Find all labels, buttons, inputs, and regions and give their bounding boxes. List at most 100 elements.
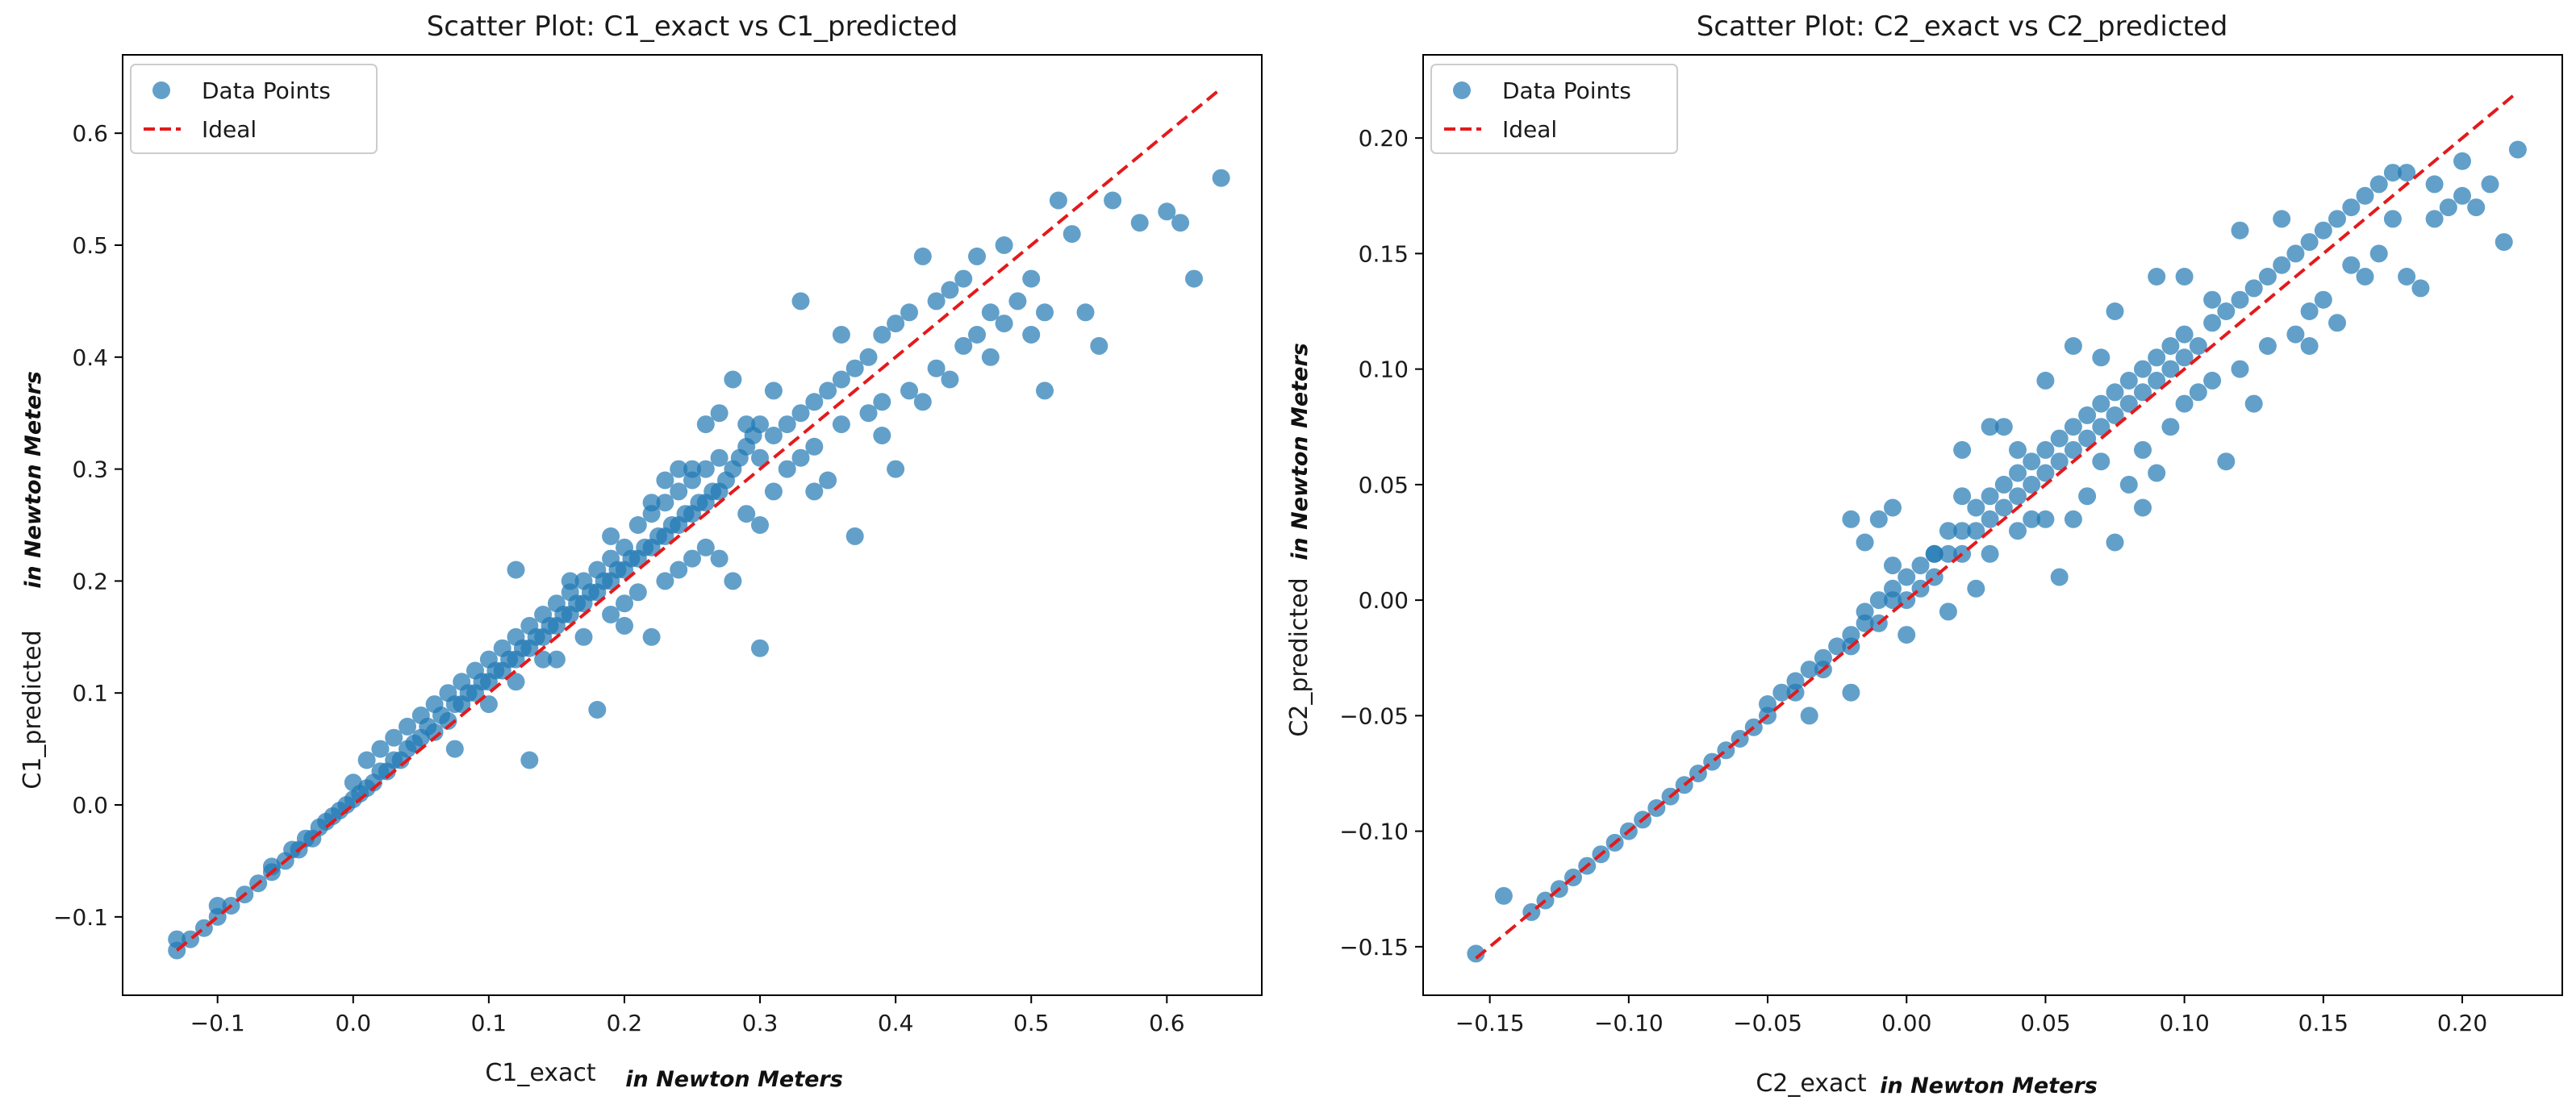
chart-c2-data-point <box>1994 498 2013 517</box>
chart-c2-data-point <box>2134 383 2152 402</box>
chart-c2-data-point <box>2036 440 2055 459</box>
chart-c1-data-point <box>873 326 891 344</box>
chart-c1-data-point <box>968 247 986 265</box>
chart-c1-data-point <box>859 404 878 423</box>
chart-c1-data-point <box>262 857 281 876</box>
chart-c2-data-point <box>2092 348 2110 367</box>
chart-c1-data-point <box>479 695 498 714</box>
chart-c2-data-point <box>2369 175 2388 194</box>
chart-c2-data-point <box>2258 268 2277 286</box>
chart-c2-data-point <box>2453 186 2471 205</box>
chart-c2-data-point <box>2300 302 2319 320</box>
chart-c2-data-point <box>2273 256 2291 274</box>
chart-c2-x-tick-label: 0.10 <box>2159 1010 2209 1036</box>
chart-c1: Scatter Plot: C1_exact vs C1_predicted −… <box>19 10 1263 1092</box>
chart-c1-data-point <box>696 538 715 556</box>
chart-c1-data-point <box>778 415 796 434</box>
chart-c1-data-point <box>764 381 783 400</box>
chart-c1-data-point <box>845 359 864 377</box>
chart-c2-data-point <box>1981 544 1999 563</box>
chart-c2-data-point <box>2050 568 2069 586</box>
chart-c2-data-point <box>2300 233 2319 252</box>
chart-c1-x-tick-label: 0.2 <box>607 1010 643 1036</box>
chart-c2-data-point <box>2342 198 2361 217</box>
chart-c2-data-point <box>1953 440 1972 459</box>
chart-c1-data-point <box>764 427 783 444</box>
chart-c1-x-tick-label: 0.1 <box>471 1010 507 1036</box>
chart-c2-data-point <box>2258 337 2277 355</box>
chart-c2-legend: Data Points Ideal <box>1430 64 1678 154</box>
chart-c2-x-axis-unit: in Newton Meters <box>1880 1073 2098 1098</box>
chart-c2-data-point <box>1772 683 1791 702</box>
chart-c2-data-point <box>2064 510 2082 528</box>
chart-c2-data-point <box>2244 394 2263 413</box>
chart-c2-data-point <box>1842 683 1860 702</box>
chart-c2-data-point <box>1800 661 1818 679</box>
chart-c2-legend-label-data: Data Points <box>1502 77 1631 104</box>
chart-c1-title: Scatter Plot: C1_exact vs C1_predicted <box>427 10 958 43</box>
chart-c1-data-point <box>805 437 824 456</box>
chart-c1-data-point <box>927 292 946 311</box>
chart-c1-data-point <box>995 236 1013 254</box>
chart-c1-data-point <box>887 315 905 333</box>
chart-c2-y-axis-label-group: C2_predicted <box>1285 577 1313 736</box>
chart-c1-data-point <box>399 717 416 736</box>
chart-c2-x-tick-label: −0.10 <box>1594 1010 1664 1036</box>
chart-c1-data-point <box>588 701 607 719</box>
chart-c2-data-point <box>1994 475 2013 494</box>
chart-c1-data-point <box>1185 269 1203 288</box>
chart-c2-data-point <box>2106 533 2124 552</box>
chart-c1-y-tick-label: 0.5 <box>72 232 108 259</box>
chart-c1-data-point <box>995 315 1013 333</box>
chart-c2-data-point <box>2023 510 2041 528</box>
chart-c1-data-point <box>913 247 932 265</box>
chart-c1-data-point <box>1049 191 1067 210</box>
chart-c2-data-point <box>2383 210 2402 228</box>
chart-c2-data-point <box>2231 290 2249 309</box>
chart-c1-data-point <box>602 606 620 623</box>
chart-c2-data-point <box>1884 579 1902 598</box>
chart-c2-y-tick-label: −0.15 <box>1339 934 1409 961</box>
chart-c1-x-axis-label: C1_exact <box>485 1059 596 1087</box>
chart-c1-data-point <box>628 583 647 602</box>
chart-c2-data-point <box>2175 348 2194 367</box>
chart-c2-data-point <box>2495 233 2513 252</box>
chart-c1-data-point <box>913 393 932 411</box>
chart-c2-data-point <box>2134 440 2152 459</box>
chart-c2-data-point <box>2203 371 2222 390</box>
chart-c2-data-point <box>1939 544 1957 563</box>
chart-c2-data-point <box>2009 522 2027 540</box>
chart-c1-data-point <box>819 381 837 400</box>
chart-c2-x-tick-label: −0.15 <box>1455 1010 1525 1036</box>
chart-c2-y-axis-label: C2_predicted <box>1285 577 1313 736</box>
chart-c1-data-point <box>208 897 227 915</box>
chart-c2-data-point <box>1911 556 1930 575</box>
chart-c1-data-point <box>520 751 539 769</box>
chart-c2-data-point <box>2023 452 2041 471</box>
chart-c2-data-point <box>2342 256 2361 274</box>
chart-c2-data-point <box>2217 302 2236 320</box>
chart-c1-data-point <box>1022 326 1041 344</box>
chart-c2-data-point <box>2231 360 2249 378</box>
chart-c2-data-point <box>1967 522 1985 540</box>
chart-c2-x-tick-label: 0.05 <box>2020 1010 2070 1036</box>
chart-c2-x-tick-label: 0.20 <box>2437 1010 2487 1036</box>
chart-c1-y-axis-unit-group: in Newton Meters <box>21 371 46 589</box>
chart-c2-data-point <box>1994 418 2013 436</box>
chart-c2-data-point <box>1939 602 1957 621</box>
chart-c1-legend-box <box>130 64 378 154</box>
chart-c2-data-point <box>1981 418 1999 436</box>
chart-c1-data-point <box>385 728 403 747</box>
chart-c1-y-axis-label-group: C1_predicted <box>19 630 47 789</box>
chart-c2-data-point <box>2009 464 2027 482</box>
chart-c2-data-point <box>1856 533 1874 552</box>
chart-c1-data-point <box>832 326 850 344</box>
chart-c1-data-point <box>791 404 810 423</box>
chart-c2-data-point <box>2175 325 2194 344</box>
chart-c2-data-point <box>1925 544 1943 563</box>
chart-c2-y-axis: −0.15 −0.10 −0.05 0.00 0.05 0.10 0.15 0.20 <box>1339 125 1423 961</box>
chart-c2-data-point <box>1828 637 1847 656</box>
chart-c1-data-point <box>832 370 850 389</box>
chart-c1-legend: Data Points Ideal <box>130 64 378 154</box>
chart-c1-data-point <box>1063 225 1081 244</box>
